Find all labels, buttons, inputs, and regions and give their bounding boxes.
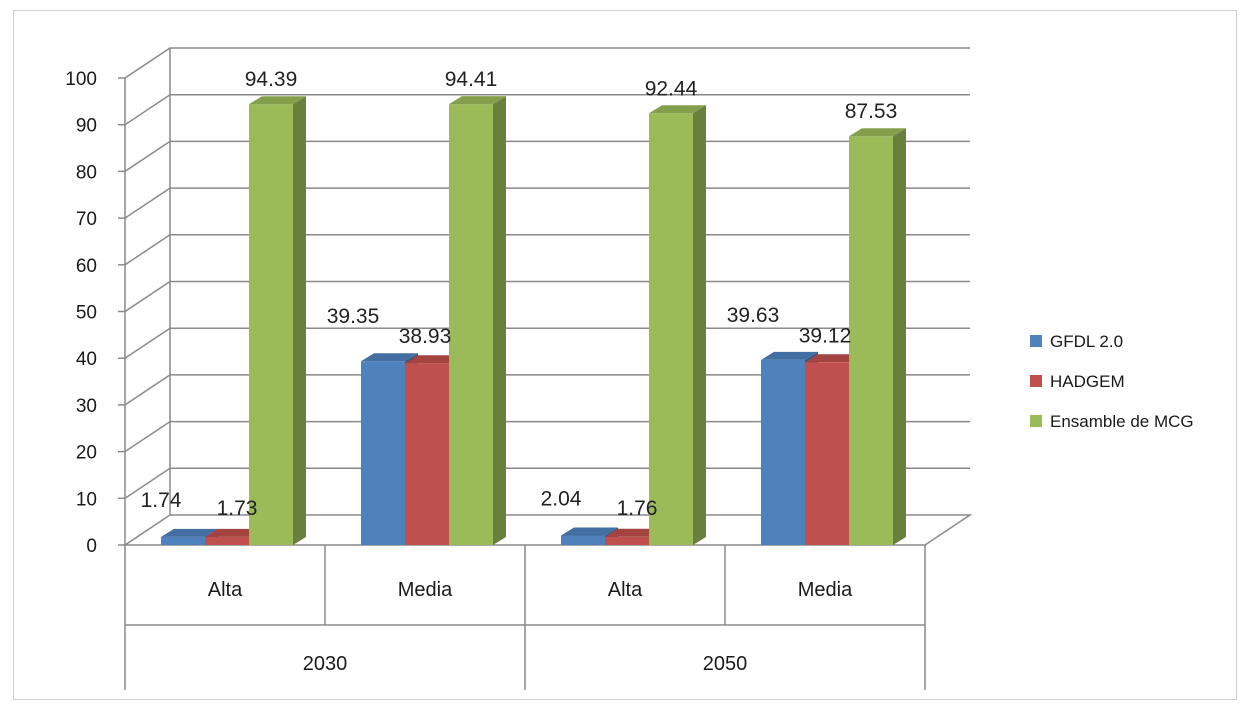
bars — [161, 96, 906, 546]
data-label: 92.44 — [645, 77, 698, 100]
x-group-label: 2050 — [703, 653, 748, 675]
bar-side — [893, 128, 906, 545]
legend-swatch — [1030, 375, 1042, 387]
legend: GFDL 2.0 HADGEM Ensamble de MCG — [1030, 332, 1194, 431]
bar-side — [293, 96, 306, 545]
bar-front — [249, 104, 293, 545]
x-axis: Alta Media Alta Media 2030 2050 — [124, 545, 926, 690]
data-label: 1.76 — [617, 497, 658, 520]
bar-front — [805, 362, 849, 545]
bar-top — [161, 528, 218, 537]
bar-top — [205, 528, 262, 537]
data-label: 39.12 — [799, 324, 852, 347]
x-category-label: Alta — [208, 579, 243, 601]
bar-top — [405, 355, 462, 364]
bar-front — [849, 136, 893, 545]
data-label: 38.93 — [399, 325, 452, 348]
bar-top — [361, 353, 418, 362]
bar-front — [605, 536, 649, 545]
y-tick-label: 70 — [76, 209, 97, 230]
chart-frame — [13, 10, 1237, 700]
y-tick-label: 60 — [76, 256, 97, 277]
bar-front — [361, 361, 405, 545]
legend-label: Ensamble de MCG — [1050, 412, 1194, 431]
y-tick-label: 10 — [76, 489, 97, 510]
legend-item: HADGEM — [1030, 372, 1125, 391]
data-label: 94.41 — [445, 68, 498, 91]
bar-front — [405, 363, 449, 545]
data-label: 2.04 — [541, 487, 582, 510]
bar-top — [649, 105, 706, 114]
y-tick-label: 0 — [86, 536, 97, 557]
bar-front — [449, 104, 493, 546]
bar-top — [761, 351, 818, 360]
data-label: 1.73 — [217, 497, 258, 520]
bar-side — [693, 105, 706, 545]
bar-top — [605, 528, 662, 537]
y-axis: 0 10 20 30 40 50 60 70 80 90 100 — [65, 69, 125, 557]
bar-top — [449, 96, 506, 105]
data-label: 94.39 — [245, 68, 298, 91]
bar-front — [561, 535, 605, 545]
legend-item: Ensamble de MCG — [1030, 412, 1194, 431]
bar-front — [161, 536, 205, 545]
data-label: 87.53 — [845, 100, 898, 123]
bar-front — [649, 113, 693, 545]
x-category-label: Media — [398, 579, 453, 601]
legend-item: GFDL 2.0 — [1030, 332, 1123, 351]
gridline — [124, 93, 970, 126]
y-tick-label: 90 — [76, 116, 97, 137]
y-tick-label: 100 — [65, 69, 97, 90]
x-category-label: Alta — [608, 579, 643, 601]
bar-ensamble-de-mcg — [449, 96, 506, 546]
y-tick-label: 20 — [76, 443, 97, 464]
data-label: 1.74 — [141, 489, 182, 512]
legend-label: GFDL 2.0 — [1050, 332, 1123, 351]
data-label: 39.35 — [327, 305, 380, 328]
bar-front — [761, 359, 805, 545]
bar-front — [205, 536, 249, 545]
legend-swatch — [1030, 335, 1042, 347]
bar-top — [849, 128, 906, 137]
data-label: 39.63 — [727, 304, 780, 327]
y-tick-label: 30 — [76, 396, 97, 417]
bar-top — [805, 354, 862, 363]
y-tick-label: 80 — [76, 162, 97, 183]
gridline — [124, 47, 970, 79]
bar-ensamble-de-mcg — [849, 128, 906, 545]
bar-ensamble-de-mcg — [649, 105, 706, 545]
legend-label: HADGEM — [1050, 372, 1125, 391]
legend-swatch — [1030, 415, 1042, 427]
x-category-label: Media — [798, 579, 853, 601]
bar-top — [561, 527, 618, 536]
y-tick-label: 40 — [76, 349, 97, 370]
x-group-label: 2030 — [303, 653, 348, 675]
bar-ensamble-de-mcg — [249, 96, 306, 545]
bar-top — [249, 96, 306, 105]
data-labels: 1.74 1.73 94.39 39.35 38.93 94.41 2.04 1.76 92.4… — [141, 68, 898, 520]
bar-side — [493, 96, 506, 546]
y-tick-label: 50 — [76, 303, 97, 324]
